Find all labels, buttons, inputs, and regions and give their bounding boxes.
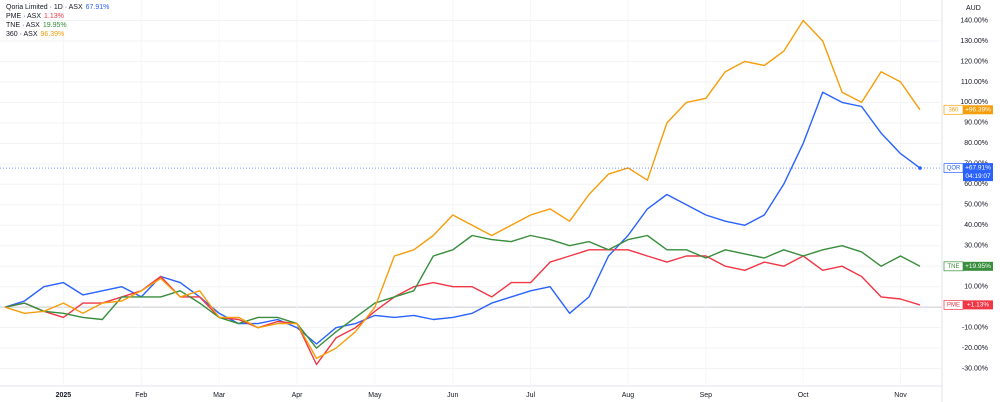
currency-label: AUD	[966, 5, 981, 12]
y-tick-label: 50.00%	[964, 202, 988, 209]
x-tick-label: Apr	[292, 392, 304, 399]
legend-value: 67.91%	[86, 4, 110, 11]
y-tick-label: -30.00%	[962, 365, 988, 372]
y-tick-label: 130.00%	[960, 38, 988, 45]
y-tick-label: 100.00%	[960, 99, 988, 106]
x-tick-label: Sep	[700, 392, 713, 399]
legend-name: PME · ASX	[6, 13, 41, 20]
series-name-label: QOR	[947, 166, 961, 172]
legend-value: 1.13%	[44, 13, 64, 20]
x-tick-label: Aug	[622, 392, 635, 399]
y-tick-label: -10.00%	[962, 325, 988, 332]
legend-name: 360 · ASX	[6, 31, 38, 38]
value-badge-label: +96.39%	[965, 107, 991, 114]
value-badge	[963, 105, 993, 115]
legend-name: Qoria Limited · 1D · ASX	[6, 4, 83, 11]
legend-entry: PME · ASX 1.13%	[6, 13, 64, 20]
x-tick-label: Mar	[213, 392, 226, 399]
y-tick-label: 60.00%	[964, 181, 988, 188]
y-tick-label: 110.00%	[961, 79, 988, 86]
series-line	[4, 234, 921, 349]
value-badge-label: +1.13%	[967, 302, 989, 309]
last-value-dot	[918, 166, 922, 170]
series-name-label: PME	[947, 302, 960, 308]
legend-entry: Qoria Limited · 1D · ASX 67.91%	[6, 4, 109, 11]
series-name-label: 360	[948, 107, 959, 113]
y-tick-label: -20.00%	[962, 345, 988, 352]
legend-value: 19.95%	[43, 22, 67, 29]
y-tick-label: 120.00%	[960, 58, 988, 65]
value-badge-label: +67.91%	[965, 164, 991, 171]
series-line	[4, 19, 921, 360]
y-tick-label: 10.00%	[964, 284, 988, 291]
x-tick-label: 2025	[56, 392, 72, 399]
series-name-label: TNE	[948, 264, 960, 270]
legend-entry: TNE · ASX 19.95%	[6, 22, 67, 29]
y-tick-label: 80.00%	[964, 140, 988, 147]
value-badge-label: +19.95%	[965, 263, 991, 270]
x-tick-label: Feb	[135, 392, 147, 399]
countdown-label: 04:19:07	[965, 173, 991, 180]
x-tick-label: Jul	[526, 392, 535, 399]
y-tick-label: 140.00%	[960, 17, 988, 24]
legend-name: TNE · ASX	[6, 22, 40, 29]
value-badge	[963, 300, 993, 310]
y-tick-label: 40.00%	[964, 222, 988, 229]
x-tick-label: Jun	[447, 392, 458, 399]
legend-entry: 360 · ASX 96.39%	[6, 31, 64, 38]
value-badge	[963, 261, 993, 271]
legend-value: 96.39%	[41, 31, 65, 38]
x-tick-label: Oct	[798, 392, 809, 399]
x-tick-label: Nov	[894, 392, 907, 399]
y-tick-label: 30.00%	[964, 243, 988, 250]
series-line	[4, 249, 921, 366]
x-tick-label: May	[368, 392, 382, 399]
value-badge	[963, 163, 993, 182]
y-tick-label: 90.00%	[964, 120, 988, 127]
